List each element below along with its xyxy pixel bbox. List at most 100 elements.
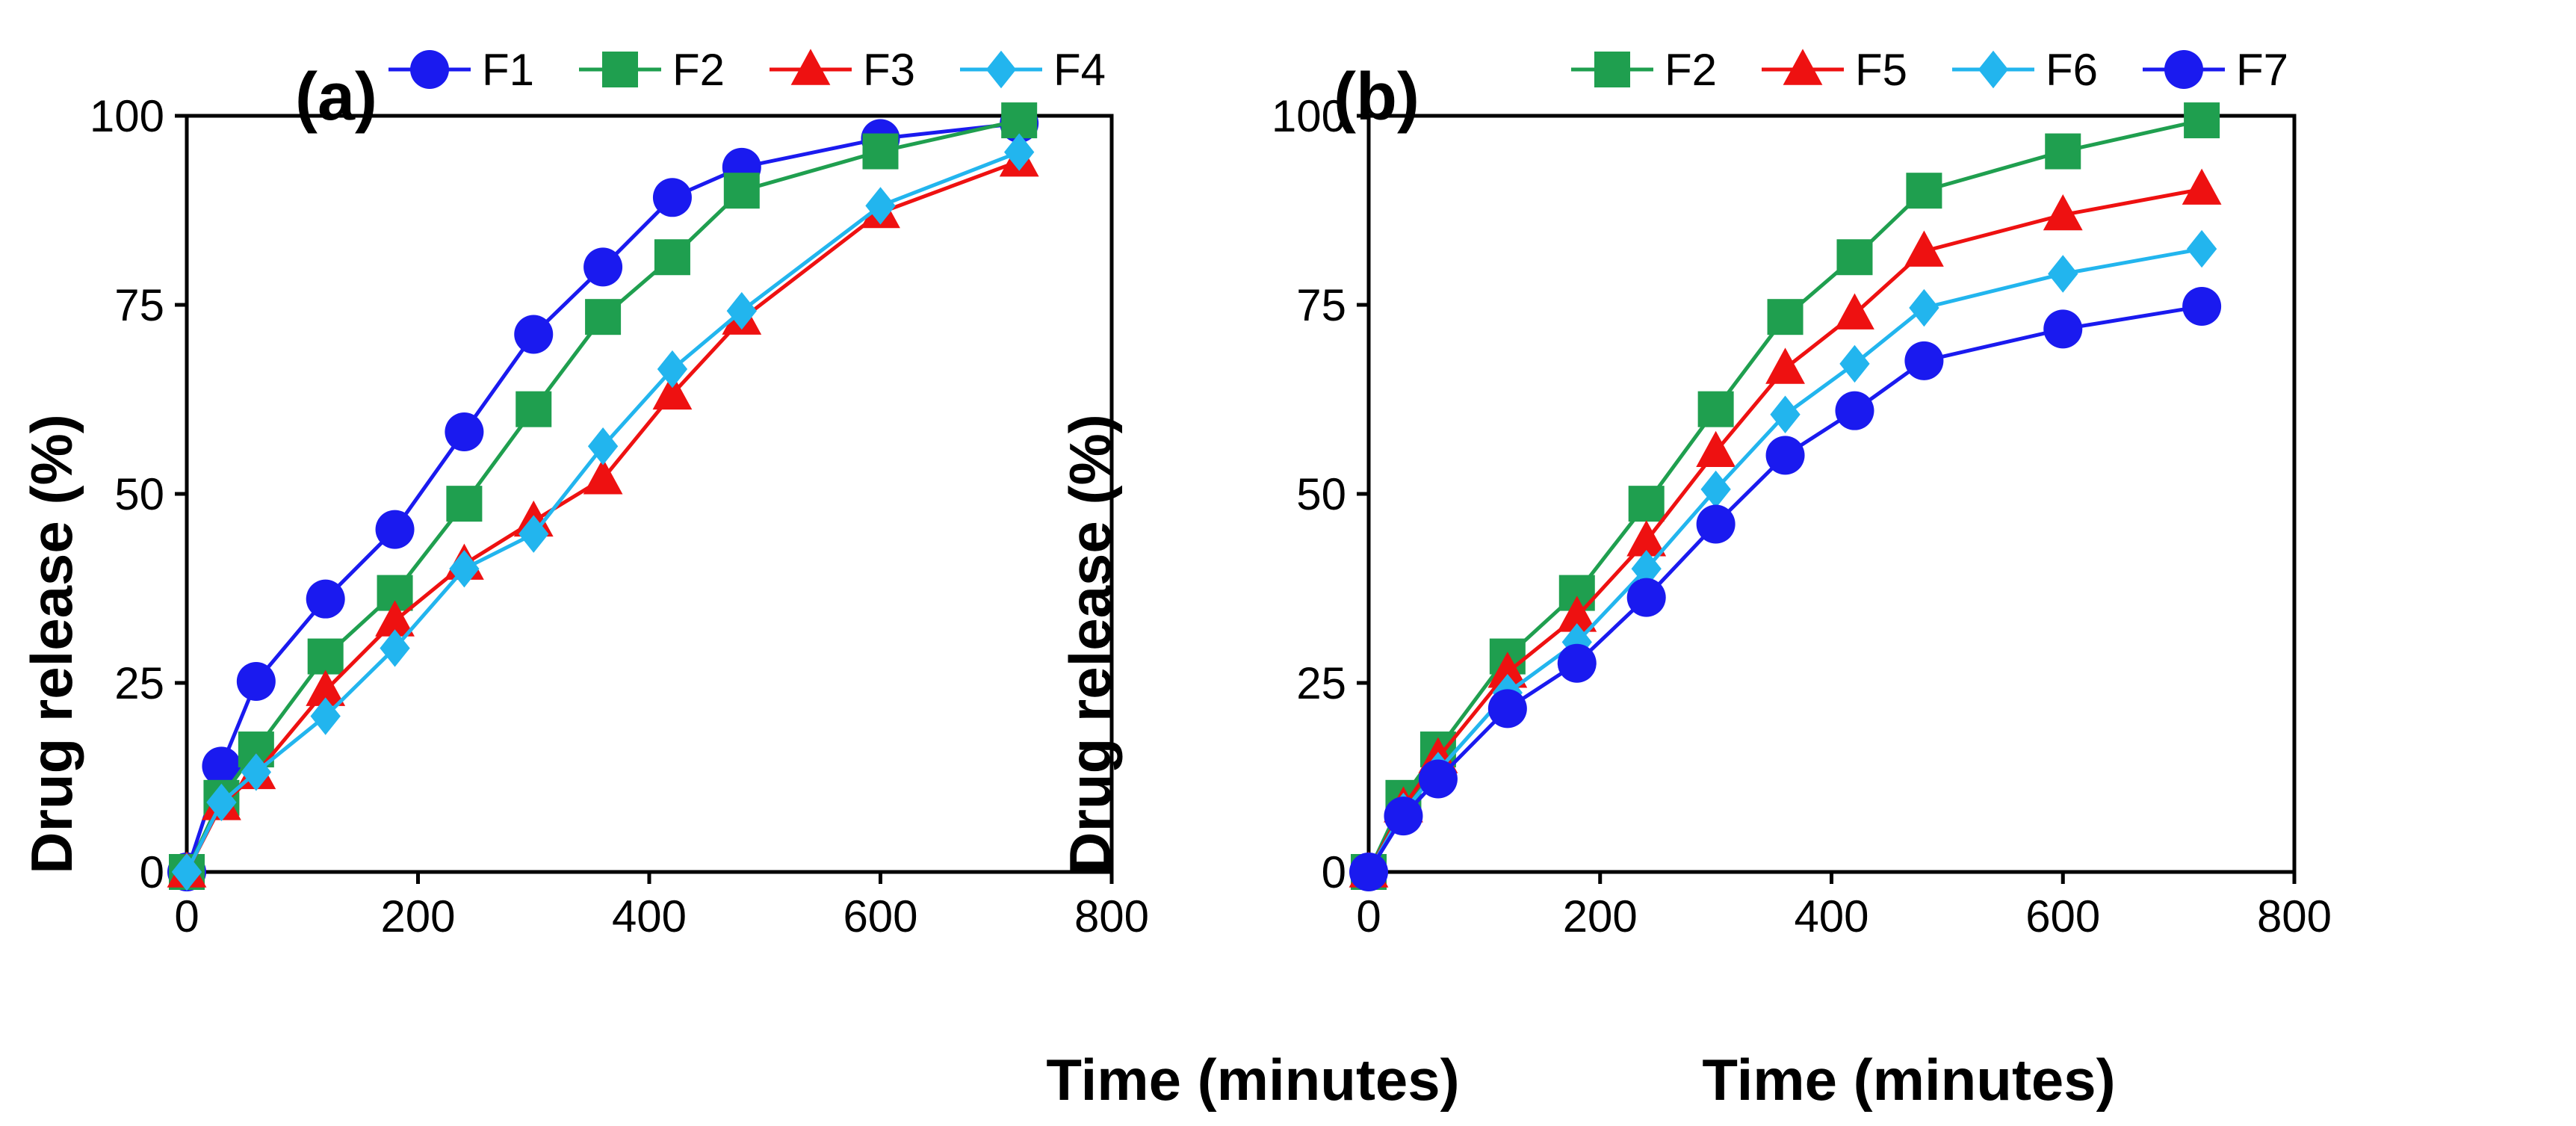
y-tick-label: 75	[114, 280, 164, 330]
data-point-f3	[375, 600, 415, 637]
data-point-f7	[1384, 796, 1423, 836]
legend-item-f3: F3	[770, 45, 915, 95]
x-tick-label: 200	[380, 891, 455, 941]
series-line-f7	[1366, 304, 2202, 873]
x-tick-label: 0	[174, 891, 199, 941]
x-tick-label: 200	[1563, 891, 1638, 941]
data-point-f3	[306, 669, 346, 706]
legend-a: F1 F2 F3 F4	[388, 45, 1106, 95]
series-f5	[1349, 168, 2222, 888]
series-line-f2	[1366, 118, 2202, 873]
legend-label: F7	[2236, 45, 2288, 95]
data-point-f7	[1765, 436, 1805, 475]
data-point-f7	[1626, 578, 1666, 617]
series-layer-a	[167, 102, 1039, 891]
series-layer-b	[1349, 102, 2222, 891]
legend-label: F4	[1053, 45, 1106, 95]
y-tick-label: 50	[1296, 469, 1346, 519]
data-point-f4	[380, 629, 410, 667]
legend-label: F6	[2046, 45, 2098, 95]
data-point-f4	[518, 515, 549, 553]
data-point-f1	[445, 412, 484, 452]
data-point-f2	[654, 239, 690, 276]
legend-marker-f6	[1978, 50, 2009, 89]
data-point-f7	[1696, 504, 1736, 544]
x-tick-label: 600	[843, 891, 917, 941]
data-point-f2	[862, 133, 899, 170]
legend-marker-f3	[790, 49, 831, 85]
data-point-f1	[652, 178, 692, 217]
data-point-f2	[1906, 173, 1942, 209]
data-point-f1	[236, 661, 276, 701]
legend-item-f2: F2	[579, 45, 725, 95]
series-f2	[169, 102, 1038, 890]
data-point-f2	[1697, 391, 1734, 427]
x-tick-label: 0	[1356, 891, 1381, 941]
x-tick-label: 400	[612, 891, 687, 941]
data-point-f5	[1904, 230, 1944, 267]
data-point-f4	[587, 427, 619, 465]
data-point-f6	[1700, 470, 1731, 509]
data-point-f4	[206, 783, 237, 822]
legend-marker-f2	[602, 52, 638, 87]
data-point-f5	[1696, 430, 1736, 468]
data-point-f1	[514, 315, 554, 354]
data-point-f3	[583, 458, 623, 495]
legend-item-f7: F7	[2143, 45, 2288, 95]
series-line-f1	[185, 121, 1020, 873]
panel-label-b: (b)	[1334, 60, 1419, 134]
data-point-f1	[202, 746, 241, 786]
y-axis-b: 0 25 50 75 100	[1272, 91, 1369, 897]
data-point-f2	[446, 486, 483, 522]
series-f2	[1351, 102, 2220, 890]
y-tick-label: 25	[1296, 658, 1346, 708]
data-point-f7	[1904, 341, 1944, 380]
chart-panel-b: (b) F2 F5 F6 F7 0 25 50 75 100 0 200 400 600 800 Ti…	[1057, 45, 2332, 1113]
data-point-f4	[657, 350, 688, 389]
data-point-f4	[449, 549, 480, 588]
legend-item-f6: F6	[1952, 45, 2098, 95]
series-line-f5	[1366, 187, 2202, 873]
data-point-f5	[1487, 652, 1528, 688]
data-point-f2	[1836, 239, 1873, 276]
data-point-f6	[1631, 549, 1662, 588]
legend-label: F2	[1665, 45, 1717, 95]
y-tick-label: 0	[140, 847, 164, 897]
x-axis-a: 0 200 400 600 800	[174, 872, 1149, 941]
y-axis-title-b: Drug release (%)	[1057, 414, 1123, 874]
data-point-f5	[2043, 194, 2083, 231]
legend-item-f4: F4	[960, 45, 1106, 95]
legend-item-f2: F2	[1571, 45, 1717, 95]
y-tick-label: 100	[1272, 91, 1346, 141]
data-point-f2	[307, 638, 344, 675]
legend-item-f5: F5	[1762, 45, 1907, 95]
data-point-f6	[1839, 344, 1870, 383]
data-point-f1	[375, 510, 415, 549]
data-point-f5	[2182, 168, 2222, 205]
data-point-f2	[1767, 299, 1803, 335]
legend-item-f1: F1	[388, 45, 534, 95]
data-point-f7	[2043, 309, 2083, 349]
y-axis-a: 0 25 50 75 100	[90, 91, 187, 897]
data-point-f6	[2186, 229, 2217, 268]
series-f4	[171, 133, 1035, 891]
x-axis-b: 0 200 400 600 800	[1356, 872, 2332, 941]
data-point-f2	[515, 391, 552, 427]
legend-marker-f2	[1594, 52, 1630, 87]
series-f7	[1349, 287, 2222, 891]
data-point-f6	[1770, 395, 1801, 433]
x-tick-label: 600	[2025, 891, 2100, 941]
y-tick-label: 75	[1296, 280, 1346, 330]
legend-label: F2	[672, 45, 725, 95]
y-tick-label: 50	[114, 469, 164, 519]
data-point-f4	[1004, 133, 1035, 171]
legend-marker-f4	[985, 50, 1017, 89]
data-point-f7	[1418, 759, 1458, 799]
series-f1	[167, 104, 1039, 891]
data-point-f2	[1628, 486, 1665, 522]
data-point-f2	[723, 173, 760, 209]
data-point-f2	[2045, 133, 2081, 170]
data-point-f3	[652, 373, 693, 410]
legend-label: F1	[482, 45, 534, 95]
data-point-f5	[1626, 520, 1667, 557]
